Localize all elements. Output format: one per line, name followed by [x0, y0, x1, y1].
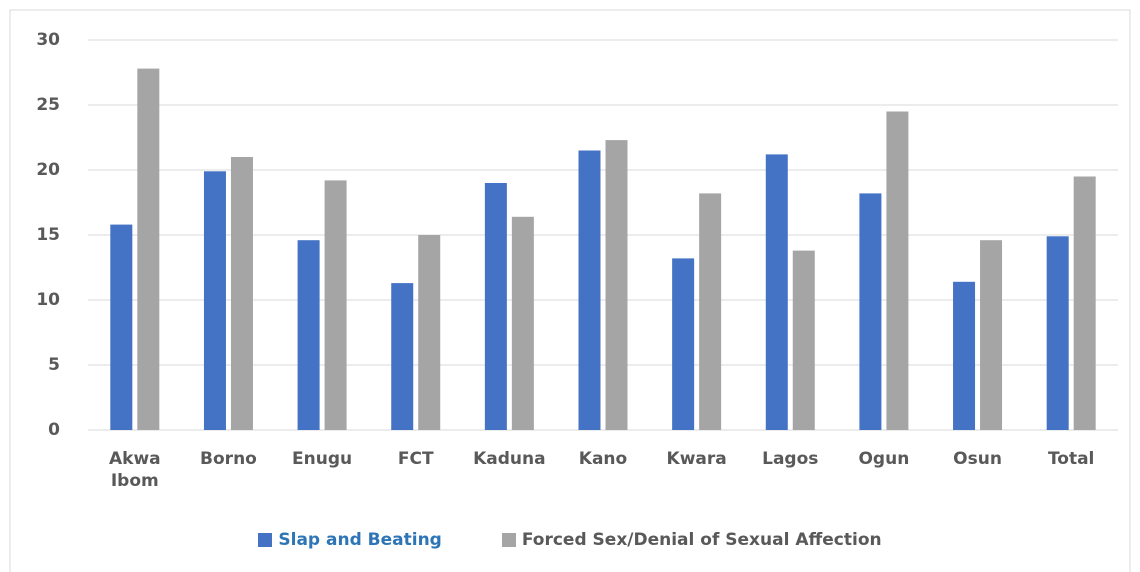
x-tick-label: Enugu — [292, 449, 353, 469]
bar — [605, 140, 628, 430]
bar — [110, 224, 133, 430]
x-tick-label: Kano — [578, 449, 628, 469]
legend-label: Forced Sex/Denial of Sexual Affection — [521, 530, 882, 550]
bar — [391, 283, 414, 430]
y-tick-label: 20 — [36, 160, 60, 180]
x-tick-label: Lagos — [762, 449, 819, 469]
x-tick-label: FCT — [397, 449, 434, 469]
x-tick-label: Kaduna — [473, 449, 546, 469]
x-tick-label: Borno — [200, 449, 257, 469]
bar — [230, 157, 253, 430]
y-tick-label: 25 — [36, 95, 60, 115]
bar — [137, 68, 160, 430]
y-tick-label: 0 — [48, 420, 60, 440]
bar — [699, 193, 722, 430]
bar — [792, 250, 815, 430]
x-tick-label: Osun — [953, 449, 1002, 469]
y-tick-label: 15 — [36, 225, 60, 245]
bar — [203, 171, 226, 431]
bar — [578, 150, 601, 430]
legend: Slap and Beating Forced Sex/Denial of Sex… — [0, 530, 1140, 550]
x-tick-label: Total — [1047, 449, 1095, 469]
bar — [484, 183, 507, 430]
bar — [297, 240, 320, 430]
x-tick-label: Akwa Ibom — [108, 449, 161, 491]
x-tick-label: Kwara — [666, 449, 727, 469]
legend-item: Forced Sex/Denial of Sexual Affection — [501, 530, 882, 550]
bar — [672, 258, 695, 430]
bar — [859, 193, 882, 430]
legend-item: Slap and Beating — [258, 530, 442, 550]
legend-label: Slap and Beating — [278, 530, 442, 550]
bar — [1046, 236, 1069, 430]
chart-border — [9, 9, 1131, 572]
bar — [980, 240, 1003, 430]
bar — [1073, 176, 1096, 430]
bar — [953, 281, 976, 430]
x-tick-label: Ogun — [858, 449, 910, 469]
bar — [511, 216, 534, 430]
legend-swatch — [258, 533, 273, 547]
y-tick-label: 30 — [36, 30, 60, 50]
y-tick-label: 10 — [36, 290, 60, 310]
y-tick-label: 5 — [48, 355, 60, 375]
bar — [886, 111, 909, 430]
legend-swatch — [501, 533, 516, 547]
bar — [418, 235, 441, 430]
bar — [765, 154, 788, 430]
bar — [324, 180, 347, 430]
